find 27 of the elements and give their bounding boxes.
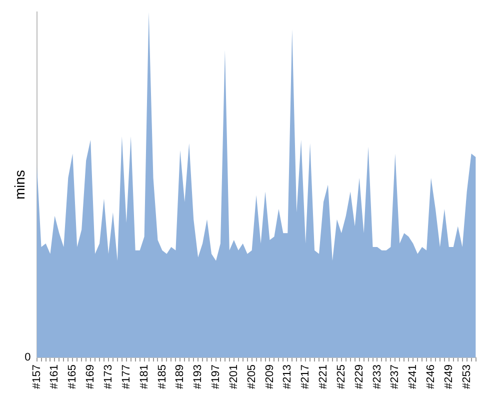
x-tick-label: #241 xyxy=(407,364,420,390)
x-tick-label: #205 xyxy=(246,364,258,390)
x-tick-label: #193 xyxy=(192,364,204,390)
x-tick-label: #189 xyxy=(174,364,186,390)
x-tick-label: #217 xyxy=(300,364,312,390)
x-tick-label: #169 xyxy=(84,364,97,390)
x-tick-label: #253 xyxy=(460,364,473,390)
x-tick-label: #246 xyxy=(425,364,438,390)
x-tick-label: #229 xyxy=(353,364,366,390)
x-tick-label: #157 xyxy=(30,364,43,390)
x-tick-label: #233 xyxy=(371,364,384,390)
text: 0 xyxy=(24,352,31,364)
y-axis-title: mins xyxy=(11,170,28,200)
x-tick-label: #161 xyxy=(48,364,61,390)
x-tick-label: #177 xyxy=(120,364,132,390)
x-tick-label: #173 xyxy=(102,364,115,390)
x-tick-label: #197 xyxy=(210,364,222,390)
x-tick-label: #185 xyxy=(156,364,168,390)
x-tick-label: #221 xyxy=(318,364,330,390)
x-tick-label: #225 xyxy=(335,364,348,390)
x-tick-label: #213 xyxy=(282,364,294,390)
x-tick-label: #165 xyxy=(66,364,79,390)
x-tick-label: #181 xyxy=(138,364,150,390)
x-tick-label: #249 xyxy=(442,364,455,390)
x-tick-label: #209 xyxy=(264,364,276,390)
x-tick-label: #237 xyxy=(389,364,402,390)
x-tick-label: #201 xyxy=(228,364,240,390)
